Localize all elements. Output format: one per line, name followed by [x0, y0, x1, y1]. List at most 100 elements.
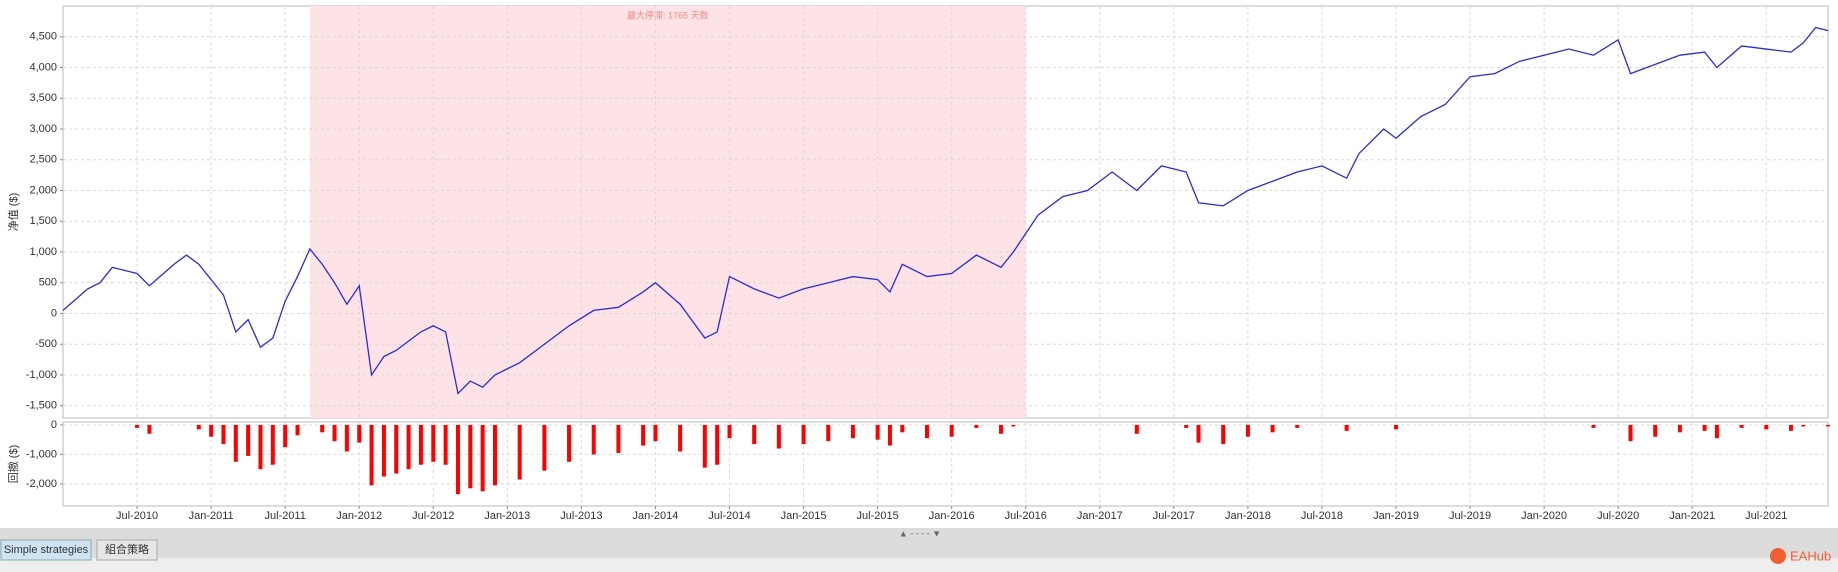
drawdown-bar: [246, 424, 251, 456]
drawdown-bar: [517, 424, 522, 480]
tab[interactable]: [0, 539, 92, 561]
y-tick-label: 0: [51, 307, 57, 319]
x-tick-label: Jul-2020: [1597, 510, 1639, 522]
drawdown-bar: [727, 424, 732, 439]
drawdown-bar: [480, 424, 485, 492]
tab-label[interactable]: 組合策略: [105, 542, 149, 556]
drawdown-bar: [1739, 424, 1744, 428]
y-tick-label: 3,000: [29, 123, 57, 135]
y-tick-label: 4,000: [29, 61, 57, 73]
drawdown-bar: [196, 424, 201, 430]
drawdown-bar: [1184, 424, 1189, 428]
drawdown-bar: [233, 424, 238, 462]
drawdown-bar: [357, 424, 362, 443]
drawdown-bar: [1221, 424, 1226, 445]
drawdown-bar: [295, 424, 300, 436]
drawdown-bar: [1196, 424, 1201, 443]
y-tick-label: 1,000: [29, 246, 57, 258]
drawdown-bar: [900, 424, 905, 433]
y-axis-label: 回撤 ($): [6, 445, 20, 484]
drawdown-bar: [431, 424, 436, 462]
drawdown-bar: [209, 424, 214, 437]
x-tick-label: Jul-2019: [1449, 510, 1491, 522]
y-tick-label: 500: [39, 277, 57, 289]
equity-line: [62, 26, 1829, 395]
watermark-icon: [1770, 548, 1786, 564]
drawdown-bar: [320, 424, 325, 433]
drawdown-bar: [702, 424, 707, 468]
drawdown-bar: [1295, 424, 1300, 428]
drawdown-bar: [468, 424, 473, 489]
drawdown-bar: [801, 424, 806, 445]
drawdown-bar: [270, 424, 275, 465]
x-tick-label: Jan-2017: [1077, 510, 1123, 522]
drawdown-bar: [875, 424, 880, 440]
x-tick-label: Jan-2014: [633, 510, 679, 522]
drawdown-bar: [369, 424, 374, 486]
drawdown-bar: [924, 424, 929, 439]
drawdown-bar: [135, 424, 140, 428]
drawdown-bar: [641, 424, 646, 446]
x-tick-label: Jan-2020: [1521, 510, 1567, 522]
x-tick-label: Jan-2011: [189, 510, 234, 522]
x-tick-label: Jan-2015: [781, 510, 827, 522]
drawdown-bar: [1714, 424, 1719, 439]
drawdown-bar: [616, 424, 621, 453]
drawdown-bar: [653, 424, 658, 442]
drawdown-bar: [1826, 424, 1830, 427]
y-tick-label: -1,500: [26, 400, 57, 412]
tab-label[interactable]: Simple strategies: [4, 544, 89, 556]
y-axis-label: 净值 ($): [6, 193, 20, 232]
drawdown-bar: [1653, 424, 1658, 437]
y-tick-label: -2,000: [26, 478, 57, 490]
drawdown-bar: [850, 424, 855, 439]
tab-strip: [0, 528, 1838, 558]
drawdown-bar: [394, 424, 399, 474]
drawdown-bar: [492, 424, 497, 486]
y-tick-label: 0: [51, 419, 57, 431]
splitter-handle[interactable]: ▲ - - - - ▼: [899, 528, 941, 538]
x-tick-label: Jul-2014: [708, 510, 750, 522]
x-tick-label: Jan-2018: [1225, 510, 1271, 522]
drawdown-bar: [1134, 424, 1139, 434]
drawdown-bar: [974, 424, 979, 428]
drawdown-bar: [1344, 424, 1349, 431]
drawdown-bar: [221, 424, 226, 445]
drawdown-bar: [1702, 424, 1707, 431]
x-tick-label: Jul-2015: [857, 510, 899, 522]
x-tick-label: Jan-2016: [929, 510, 975, 522]
x-tick-label: Jan-2019: [1373, 510, 1419, 522]
drawdown-bar: [443, 424, 448, 465]
x-tick-label: Jul-2016: [1005, 510, 1047, 522]
x-tick-label: Jul-2011: [264, 510, 305, 522]
drawdown-bar: [1245, 424, 1250, 437]
drawdown-bar: [678, 424, 683, 452]
drawdown-bar: [1394, 424, 1399, 430]
plot-area: [62, 421, 1829, 507]
watermark: EAHub: [1790, 548, 1831, 563]
y-tick-label: -500: [35, 338, 57, 350]
drawdown-bar: [258, 424, 263, 470]
x-tick-label: Jul-2017: [1153, 510, 1195, 522]
stagnation-label: 最大停滞: 1765 天数: [627, 9, 709, 20]
drawdown-bar: [1011, 424, 1016, 427]
drawdown-bar: [344, 424, 349, 452]
y-tick-label: -1,000: [26, 369, 57, 381]
drawdown-bar: [1591, 424, 1596, 428]
drawdown-bar: [715, 424, 720, 465]
drawdown-bar: [1270, 424, 1275, 433]
status-strip: [0, 558, 1838, 572]
drawdown-bar: [147, 424, 152, 434]
drawdown-bar: [1764, 424, 1769, 430]
drawdown-bar: [418, 424, 423, 465]
drawdown-bar: [332, 424, 337, 442]
drawdown-bar: [542, 424, 547, 471]
y-tick-label: -1,000: [26, 448, 57, 460]
x-tick-label: Jan-2021: [1669, 510, 1715, 522]
x-tick-label: Jan-2012: [336, 510, 382, 522]
tab[interactable]: [96, 539, 158, 561]
y-tick-label: 2,500: [29, 154, 57, 166]
y-tick-label: 4,500: [29, 31, 57, 43]
stagnation-shade: [309, 6, 1026, 418]
